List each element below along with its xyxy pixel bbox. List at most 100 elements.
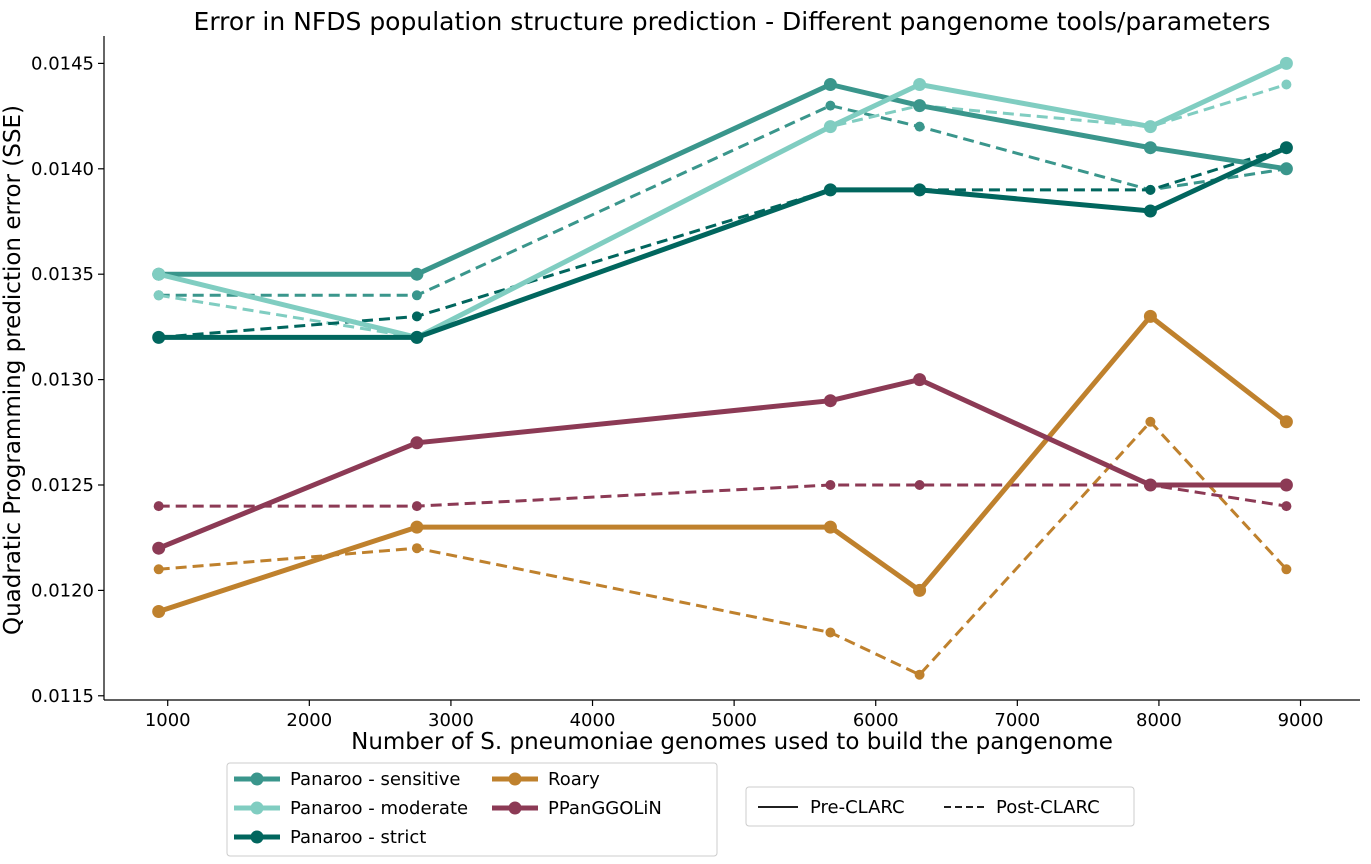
data-point bbox=[152, 330, 166, 344]
data-point bbox=[1279, 141, 1293, 155]
data-point bbox=[914, 480, 925, 490]
data-point bbox=[1143, 141, 1157, 155]
series-line bbox=[158, 483, 1287, 508]
series-ppanggolin-pre-clarc bbox=[152, 373, 1293, 555]
legend-label: PPanGGOLiN bbox=[548, 798, 662, 819]
data-point bbox=[152, 605, 166, 618]
y-tick-label: 0.0135 bbox=[31, 264, 94, 285]
y-tick-label: 0.0120 bbox=[31, 580, 94, 601]
data-point bbox=[823, 394, 837, 408]
data-point bbox=[411, 501, 422, 512]
data-point bbox=[1145, 416, 1156, 427]
legend-label: Post-CLARC bbox=[996, 797, 1100, 818]
x-tick-label: 3000 bbox=[428, 710, 474, 731]
data-point bbox=[1279, 56, 1293, 70]
data-point bbox=[153, 564, 164, 575]
series-line bbox=[158, 145, 1288, 340]
data-point bbox=[823, 520, 837, 534]
x-tick-label: 5000 bbox=[711, 710, 757, 731]
data-point bbox=[410, 436, 424, 450]
legend-swatch-marker bbox=[250, 772, 264, 786]
legend-styles: Pre-CLARC Post-CLARC bbox=[745, 786, 1135, 827]
y-tick-label: 0.0140 bbox=[31, 159, 94, 180]
x-tick-label: 1000 bbox=[145, 710, 191, 731]
data-point bbox=[410, 520, 424, 534]
x-axis-label: Number of S. pneumoniae genomes used to … bbox=[351, 729, 1113, 755]
legend-entry-roary: Roary bbox=[492, 769, 600, 790]
data-point bbox=[1279, 478, 1293, 492]
axes: 1000 2000 3000 4000 5000 6000 7000 8000 9000 0.01… bbox=[31, 36, 1360, 731]
x-tick-label: 4000 bbox=[570, 710, 616, 731]
x-tick-label: 8000 bbox=[1136, 710, 1182, 731]
series-panaroo-sensitive-post-clarc bbox=[153, 100, 1292, 301]
data-point bbox=[1279, 162, 1293, 176]
series-panaroo-moderate-pre-clarc bbox=[152, 56, 1293, 344]
legend-swatch-marker bbox=[508, 801, 522, 815]
data-point bbox=[913, 99, 927, 113]
series-ppanggolin-post-clarc bbox=[153, 480, 1292, 512]
legend-label: Panaroo - moderate bbox=[290, 798, 468, 819]
series-roary-pre-clarc bbox=[152, 309, 1293, 618]
series-line bbox=[157, 313, 1288, 614]
x-tick-label: 6000 bbox=[853, 710, 899, 731]
series-roary-post-clarc bbox=[153, 416, 1292, 680]
chart-title: Error in NFDS population structure predi… bbox=[194, 7, 1271, 36]
data-point bbox=[825, 627, 836, 638]
data-point bbox=[1143, 478, 1157, 492]
legend-swatch-marker bbox=[250, 801, 264, 815]
data-point bbox=[1143, 309, 1157, 323]
legend-tools-box bbox=[226, 762, 718, 857]
data-point bbox=[1281, 564, 1292, 575]
data-point bbox=[411, 543, 422, 554]
legend-label: Roary bbox=[548, 769, 600, 790]
x-tick-label: 9000 bbox=[1278, 710, 1324, 731]
y-tick-label: 0.0125 bbox=[31, 475, 94, 496]
data-point bbox=[825, 100, 836, 111]
data-point bbox=[825, 480, 836, 490]
data-point bbox=[411, 290, 422, 301]
data-point bbox=[410, 330, 424, 344]
legend-styles-box bbox=[745, 786, 1135, 827]
legend-entry-pre-clarc: Pre-CLARC bbox=[758, 797, 905, 818]
legend-entry-panaroo-moderate: Panaroo - moderate bbox=[234, 798, 468, 819]
series-line bbox=[157, 377, 1287, 551]
legend-label: Pre-CLARC bbox=[810, 797, 905, 818]
legend-tools: Panaroo - sensitive Panaroo - moderate Pan… bbox=[226, 762, 718, 857]
x-tick-label: 2000 bbox=[286, 710, 332, 731]
legend-swatch-marker bbox=[250, 830, 264, 844]
data-point bbox=[1145, 184, 1156, 195]
data-point bbox=[913, 373, 927, 387]
series-line bbox=[158, 61, 1288, 340]
y-tick-label: 0.0145 bbox=[31, 53, 94, 74]
series-line bbox=[158, 420, 1288, 677]
y-tick-label: 0.0130 bbox=[31, 370, 94, 391]
legend-entry-ppanggolin: PPanGGOLiN bbox=[492, 798, 662, 819]
data-point bbox=[914, 669, 925, 680]
data-point bbox=[410, 267, 424, 281]
data-point bbox=[913, 183, 927, 197]
legend-label: Panaroo - sensitive bbox=[290, 769, 461, 790]
series-line bbox=[158, 146, 1287, 339]
data-point bbox=[1279, 415, 1293, 429]
series-line bbox=[158, 82, 1287, 277]
legend-entry-panaroo-strict: Panaroo - strict bbox=[234, 827, 426, 848]
data-point bbox=[1143, 204, 1157, 218]
legend-entry-post-clarc: Post-CLARC bbox=[944, 797, 1100, 818]
data-point bbox=[411, 311, 422, 322]
legend-label: Panaroo - strict bbox=[290, 827, 426, 848]
legend-entry-panaroo-sensitive: Panaroo - sensitive bbox=[234, 769, 461, 790]
x-tick-label: 7000 bbox=[994, 710, 1040, 731]
data-point bbox=[1281, 501, 1292, 512]
data-point bbox=[152, 267, 166, 281]
data-point bbox=[153, 501, 164, 512]
data-point bbox=[913, 78, 927, 91]
y-tick-label: 0.0115 bbox=[31, 686, 94, 707]
y-axis-label: Quadratic Programming prediction error (… bbox=[0, 105, 26, 635]
series-layer bbox=[152, 56, 1293, 680]
data-point bbox=[823, 183, 837, 197]
data-point bbox=[823, 120, 837, 134]
data-point bbox=[914, 121, 925, 132]
data-point bbox=[823, 78, 837, 91]
